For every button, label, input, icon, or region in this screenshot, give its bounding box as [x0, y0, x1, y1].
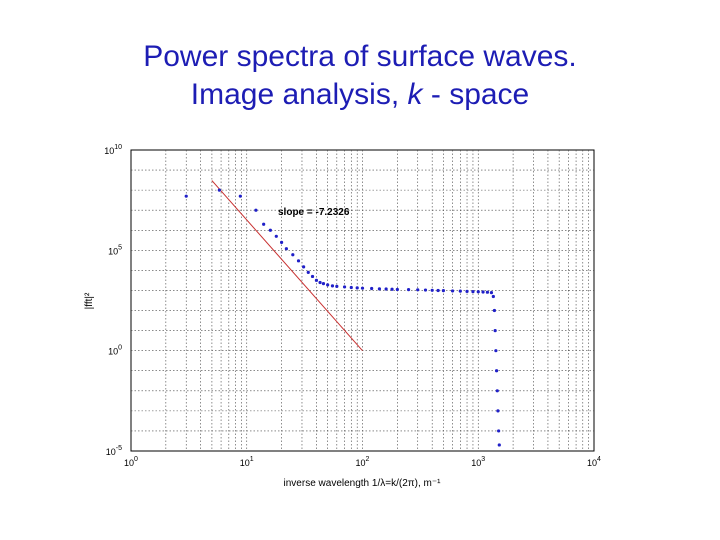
data-point: [262, 222, 266, 226]
slide-title: Power spectra of surface waves. Image an…: [0, 38, 720, 114]
data-point: [497, 429, 501, 433]
data-point: [494, 349, 498, 353]
data-point: [370, 286, 374, 291]
slope-annotation: slope = -7.2326: [278, 207, 350, 218]
y-tick-labels: 10-5 100 105 1010: [104, 144, 122, 457]
data-point: [481, 290, 485, 294]
data-point: [349, 285, 353, 290]
data-point: [360, 286, 365, 290]
data-point: [494, 369, 499, 373]
data-point: [491, 294, 495, 299]
x-tick-label: 103: [471, 456, 485, 468]
data-point: [493, 329, 497, 333]
x-tick-label: 104: [587, 456, 601, 468]
x-tick-label: 102: [356, 456, 370, 468]
fit-line-group: [211, 180, 363, 351]
data-point: [310, 274, 315, 279]
data-point: [390, 287, 394, 291]
data-point: [476, 290, 480, 294]
data-point: [306, 270, 310, 274]
data-point: [302, 265, 306, 269]
data-point: [492, 308, 497, 313]
title-k-italic: k: [407, 78, 423, 111]
data-point: [377, 287, 382, 291]
data-point: [291, 253, 295, 257]
data-point: [384, 287, 388, 291]
grid-lines: [131, 150, 594, 451]
data-point: [330, 284, 335, 288]
data-point: [314, 278, 319, 282]
data-point: [355, 286, 359, 290]
data-point: [279, 240, 284, 244]
data-point: [342, 285, 347, 289]
y-tick-label: 1010: [104, 144, 122, 156]
y-tick-label: 10-5: [106, 445, 122, 457]
data-point: [497, 443, 501, 447]
data-point: [489, 291, 494, 295]
data-point: [495, 389, 499, 393]
data-point: [296, 259, 301, 263]
data-point: [184, 194, 188, 198]
data-point: [274, 234, 278, 238]
data-point: [485, 290, 490, 294]
data-point: [450, 289, 455, 293]
data-point: [395, 287, 399, 292]
data-point: [335, 284, 339, 288]
data-point: [416, 288, 420, 292]
data-point: [217, 188, 221, 192]
data-point: [496, 409, 500, 413]
data-point: [423, 288, 428, 292]
data-point: [441, 289, 446, 293]
y-tick-label: 100: [108, 345, 122, 357]
x-axis-label: inverse wavelength 1/λ=k/(2π), m⁻¹: [284, 478, 442, 489]
data-point: [284, 247, 288, 251]
data-point: [436, 288, 440, 293]
data-point: [430, 288, 434, 292]
title-line-2: Image analysis, k - space: [0, 76, 720, 114]
data-point: [254, 208, 258, 212]
x-tick-labels: 100 101 102 103 104: [124, 456, 601, 468]
data-point: [318, 280, 322, 285]
data-point: [471, 289, 475, 294]
data-point: [465, 289, 469, 293]
title-line-2-suffix: - space: [422, 78, 530, 111]
data-point: [238, 194, 242, 198]
y-axis-label: |fft|²: [84, 292, 95, 309]
title-line-1: Power spectra of surface waves.: [143, 40, 577, 73]
x-tick-label: 101: [240, 456, 254, 468]
data-point: [321, 281, 326, 286]
data-point: [268, 228, 272, 232]
x-tick-label: 100: [124, 456, 138, 468]
data-points: [184, 188, 501, 447]
slope-fit-line: [211, 180, 363, 351]
data-point: [458, 289, 462, 293]
y-tick-label: 105: [108, 244, 122, 256]
title-line-2-prefix: Image analysis,: [190, 78, 408, 111]
data-point: [326, 283, 330, 287]
data-point: [406, 288, 411, 292]
